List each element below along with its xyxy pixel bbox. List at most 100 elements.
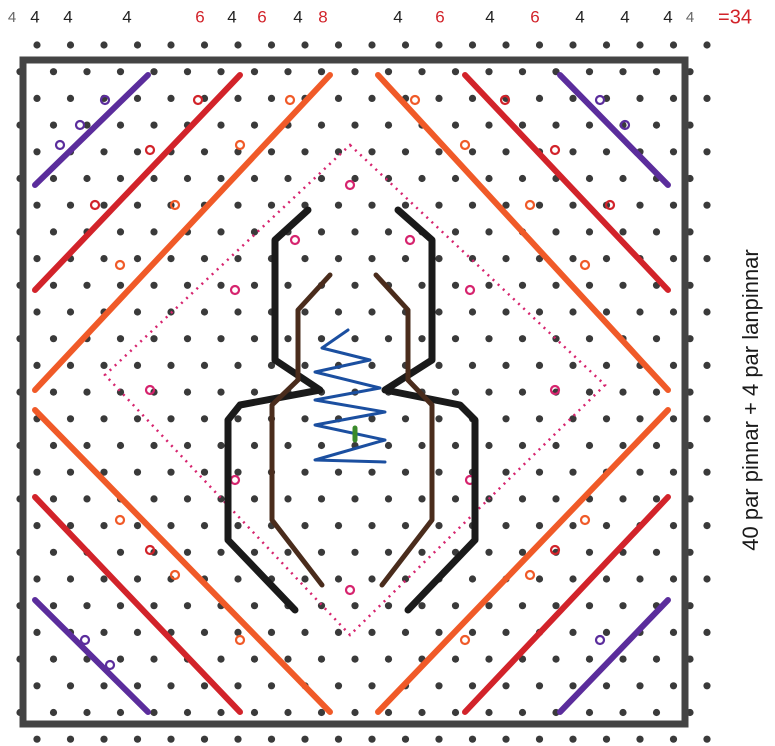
column-count: 4 — [393, 7, 402, 26]
pin — [317, 174, 326, 183]
pin — [569, 94, 577, 102]
pin — [250, 548, 259, 556]
pin — [351, 68, 359, 76]
pin — [133, 415, 142, 423]
pin — [451, 68, 460, 76]
pin — [83, 121, 91, 129]
column-count: 4 — [227, 7, 236, 26]
pin — [418, 335, 426, 343]
pin — [502, 361, 510, 369]
pin — [284, 335, 292, 343]
pin — [234, 308, 242, 316]
pin — [602, 415, 611, 423]
pin — [200, 255, 209, 263]
ring — [114, 514, 126, 526]
pin — [669, 522, 678, 530]
pin — [100, 415, 108, 423]
pin — [133, 522, 142, 530]
pin — [133, 255, 142, 263]
pin — [150, 602, 158, 610]
pin — [384, 548, 393, 556]
pin — [435, 682, 443, 690]
column-count: 6 — [195, 7, 204, 26]
pin — [66, 575, 75, 583]
pin — [518, 548, 527, 556]
pin — [569, 682, 577, 690]
pin — [33, 682, 41, 690]
pin — [100, 735, 108, 743]
pin — [167, 255, 175, 263]
pin — [284, 68, 292, 76]
pin — [368, 468, 376, 476]
pin — [435, 628, 443, 637]
pin — [535, 94, 544, 102]
pin — [485, 388, 493, 396]
pin — [33, 468, 41, 476]
pin — [250, 388, 259, 396]
ring — [619, 119, 631, 131]
pin — [401, 628, 410, 637]
pin — [418, 68, 426, 76]
pin — [368, 628, 376, 637]
pin — [183, 388, 192, 396]
orange-line — [375, 72, 671, 393]
pin — [167, 522, 175, 530]
pin — [301, 255, 309, 263]
pin — [418, 602, 426, 610]
pin — [334, 575, 343, 583]
pin — [585, 335, 594, 343]
column-count: 4 — [293, 7, 302, 26]
column-count: 4 — [8, 9, 16, 26]
pin — [451, 121, 460, 129]
pin — [49, 495, 58, 503]
side-note: 40 par pinnar + 4 par lanpinnar — [738, 249, 763, 551]
column-count: 8 — [318, 7, 327, 26]
pin — [351, 708, 359, 717]
pin — [167, 682, 175, 690]
ring — [234, 139, 246, 151]
pin — [167, 468, 175, 476]
pin — [368, 575, 376, 583]
pin — [217, 281, 225, 289]
pin — [619, 228, 627, 236]
pin — [33, 628, 41, 637]
pin — [451, 441, 460, 450]
pin — [49, 708, 58, 717]
pin — [703, 308, 711, 316]
pin — [451, 388, 460, 396]
pin — [33, 575, 41, 583]
pin — [116, 281, 125, 289]
pin — [284, 495, 292, 503]
pin — [535, 682, 544, 690]
red-line — [32, 72, 243, 293]
pin — [301, 575, 309, 583]
pin — [100, 255, 108, 263]
pin — [703, 41, 711, 49]
pin — [250, 495, 259, 503]
pin — [334, 735, 343, 743]
pin — [217, 388, 225, 396]
pin — [284, 174, 292, 183]
ring — [409, 94, 421, 106]
pin — [435, 94, 443, 102]
pin — [267, 361, 276, 369]
pin — [451, 495, 460, 503]
pin — [535, 41, 544, 49]
pin — [250, 281, 259, 289]
pin — [652, 655, 661, 663]
pin — [468, 628, 477, 637]
pin — [703, 468, 711, 476]
pin — [636, 415, 644, 423]
ring — [114, 259, 126, 271]
purple-line — [32, 597, 151, 715]
ring — [89, 199, 101, 211]
pin — [401, 255, 410, 263]
pin — [619, 708, 627, 717]
pin — [435, 468, 443, 476]
pin — [317, 68, 326, 76]
pin — [384, 68, 393, 76]
ring — [229, 284, 241, 296]
pin — [133, 41, 142, 49]
pin — [703, 735, 711, 743]
